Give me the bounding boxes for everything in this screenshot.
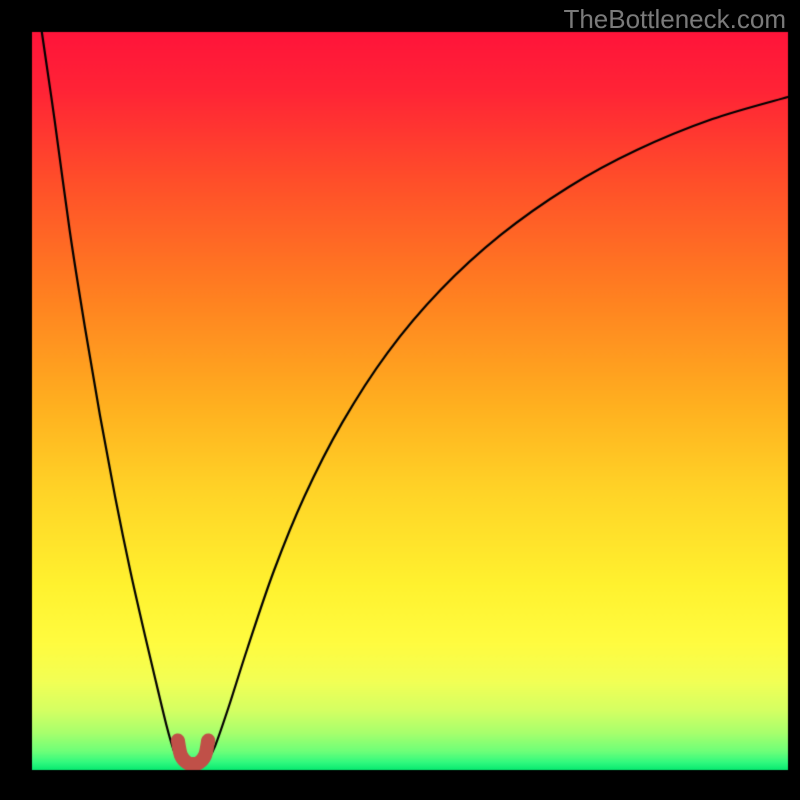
- bottleneck-curve-plot: [0, 0, 800, 800]
- watermark-text: TheBottleneck.com: [563, 4, 786, 35]
- chart-stage: TheBottleneck.com: [0, 0, 800, 800]
